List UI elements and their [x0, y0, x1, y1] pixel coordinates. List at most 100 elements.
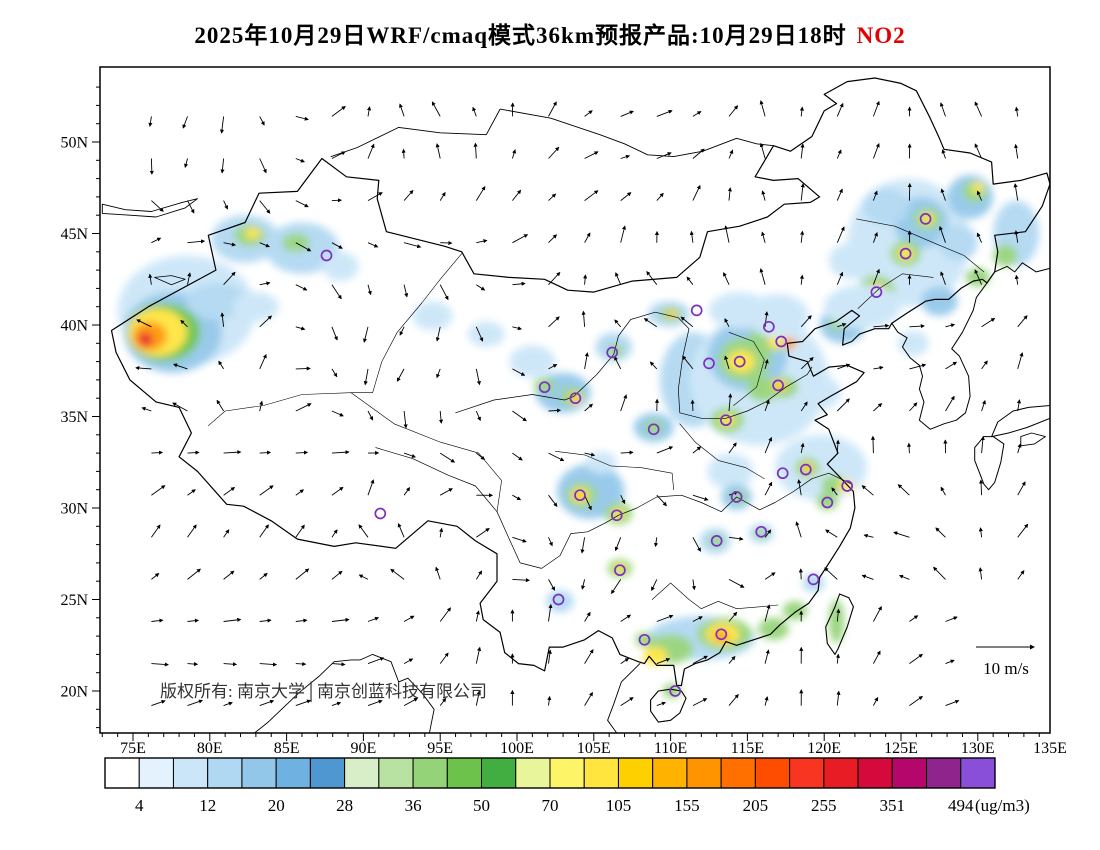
concentration-blob	[412, 301, 453, 331]
wind-arrow	[656, 658, 671, 665]
concentration-blob	[727, 350, 756, 373]
wind-arrow	[548, 364, 558, 370]
wind-arrow	[218, 360, 224, 370]
wind-arrow	[403, 242, 422, 249]
station-marker	[690, 304, 703, 317]
title-species: NO2	[856, 23, 906, 48]
wind-arrow	[691, 579, 696, 591]
wind-arrow	[223, 701, 233, 707]
wind-arrow	[836, 149, 842, 159]
wind-arrow	[259, 699, 275, 707]
concentration-blob	[993, 244, 1018, 267]
wind-arrow	[295, 366, 311, 371]
concentration-blob	[137, 332, 153, 347]
station-marker	[710, 535, 723, 547]
outline-province-line-6	[857, 273, 934, 309]
wind-arrow	[836, 690, 841, 706]
wind-arrow	[149, 158, 154, 175]
wind-arrow	[1014, 230, 1019, 243]
colorbar-segment	[686, 757, 722, 789]
wind-arrow	[764, 572, 776, 580]
concentration-blob	[607, 344, 623, 357]
lon-tick-label: 115E	[731, 740, 764, 757]
wind-arrow	[611, 579, 622, 595]
outline-lake-issykkul	[154, 275, 186, 286]
wind-arrow	[436, 368, 441, 379]
outline-china-border	[110, 77, 1050, 687]
concentration-blob	[937, 224, 978, 261]
copyright-text: 版权所有: 南京大学│南京创蓝科技有限公司	[160, 681, 487, 703]
wind-arrow	[399, 103, 405, 117]
wind-arrow	[151, 699, 166, 707]
wind-arrow	[151, 618, 164, 623]
lon-tick-label: 105E	[577, 740, 611, 757]
lon-tick-label: 100E	[500, 740, 534, 757]
wind-arrow	[223, 617, 242, 622]
wind-arrow	[580, 537, 586, 554]
wind-arrow	[476, 528, 490, 538]
wind-arrow	[940, 486, 946, 496]
colorbar-outline	[104, 757, 996, 789]
wind-arrow	[223, 529, 230, 538]
wind-arrow	[728, 579, 745, 588]
wind-arrow	[873, 403, 883, 412]
wind-arrow	[439, 527, 444, 538]
wind-arrow	[835, 439, 840, 454]
wind-arrow	[367, 616, 380, 622]
station-marker	[720, 414, 732, 427]
colorbar-segment	[412, 757, 448, 789]
concentration-blob	[186, 282, 249, 320]
outline-province-line-2	[208, 392, 352, 426]
wind-arrow	[184, 158, 189, 169]
wind-arrow	[403, 615, 415, 622]
wind-arrow	[800, 143, 805, 159]
wind-arrow	[872, 100, 880, 117]
colorbar-tick-label: 255	[811, 796, 837, 815]
wind-arrow	[367, 479, 375, 496]
station-marker	[772, 379, 784, 392]
wind-arrow	[220, 312, 225, 327]
lat-tick-label: 40N	[60, 318, 88, 335]
wind-arrow	[547, 695, 552, 706]
wind-arrow	[512, 234, 529, 244]
colorbar-tick-label: 36	[405, 796, 422, 815]
wind-arrow	[259, 524, 269, 538]
wind-arrow	[909, 696, 923, 706]
wind-arrow	[584, 403, 594, 412]
wind-arrow	[759, 100, 766, 117]
wind-arrow	[331, 529, 338, 538]
wind-arrow	[728, 611, 738, 622]
wind-arrow	[367, 242, 379, 248]
wind-arrow	[584, 495, 592, 511]
wind-arrow	[620, 154, 631, 159]
wind-arrow	[692, 537, 701, 552]
wind-arrow	[945, 616, 958, 622]
wind-arrow	[141, 406, 152, 412]
wind-arrow	[945, 659, 955, 665]
wind-arrow	[898, 574, 910, 580]
wind-arrow	[584, 352, 589, 369]
lon-tick-label: 95E	[427, 740, 453, 757]
colorbar-segment	[823, 757, 859, 789]
wind-arrow	[583, 274, 588, 285]
lon-tick-label: 90E	[351, 740, 377, 757]
wind-arrow	[295, 200, 309, 208]
colorbar-segment	[617, 757, 654, 789]
wind-arrow	[872, 232, 878, 243]
colorbar-tick-label: 28	[336, 796, 353, 815]
colorbar-tick-label: 4	[135, 796, 144, 815]
lon-tick-label: 120E	[807, 740, 841, 757]
wind-arrow	[295, 568, 310, 580]
colorbar-segment	[446, 757, 483, 789]
wind-arrow	[945, 395, 955, 412]
wind-arrow	[148, 116, 153, 128]
wind-arrow	[1017, 443, 1022, 454]
lat-tick-label: 50N	[60, 135, 88, 152]
wind-arrow	[439, 697, 447, 706]
lat-tick-label: 30N	[60, 501, 88, 518]
wind-arrow	[974, 269, 983, 285]
wind-arrow	[331, 617, 350, 622]
wind-arrow	[940, 271, 946, 285]
wind-arrow	[476, 284, 486, 291]
wind-arrow	[686, 276, 694, 285]
